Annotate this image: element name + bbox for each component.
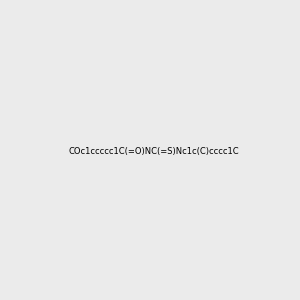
Text: COc1ccccc1C(=O)NC(=S)Nc1c(C)cccc1C: COc1ccccc1C(=O)NC(=S)Nc1c(C)cccc1C bbox=[68, 147, 239, 156]
